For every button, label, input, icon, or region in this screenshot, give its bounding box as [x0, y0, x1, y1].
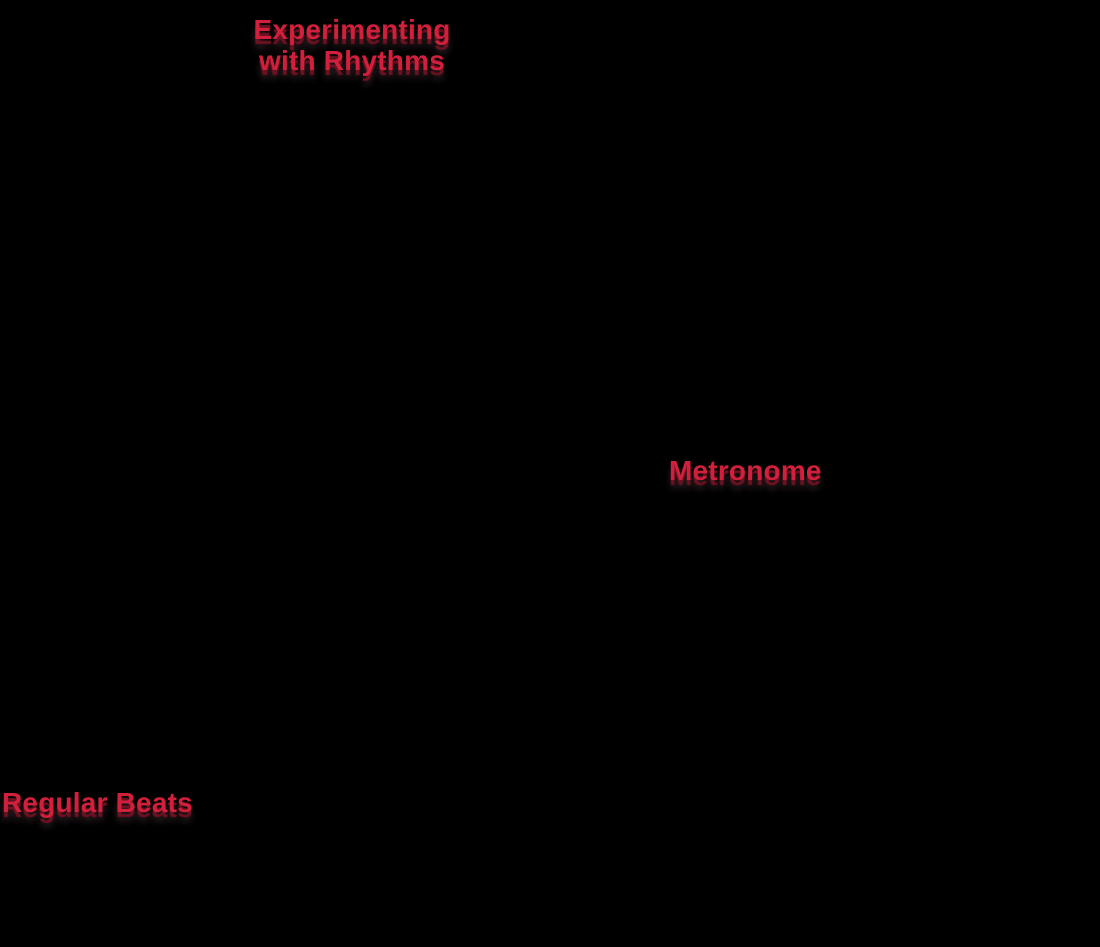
page-title-line2: with Rhythms — [259, 45, 445, 76]
page-title-line1: Experimenting — [253, 14, 451, 45]
page-title: Experimenting with Rhythms — [245, 14, 459, 76]
regular-beats-label[interactable]: Regular Beats — [2, 787, 193, 818]
metronome-label[interactable]: Metronome — [669, 455, 822, 486]
